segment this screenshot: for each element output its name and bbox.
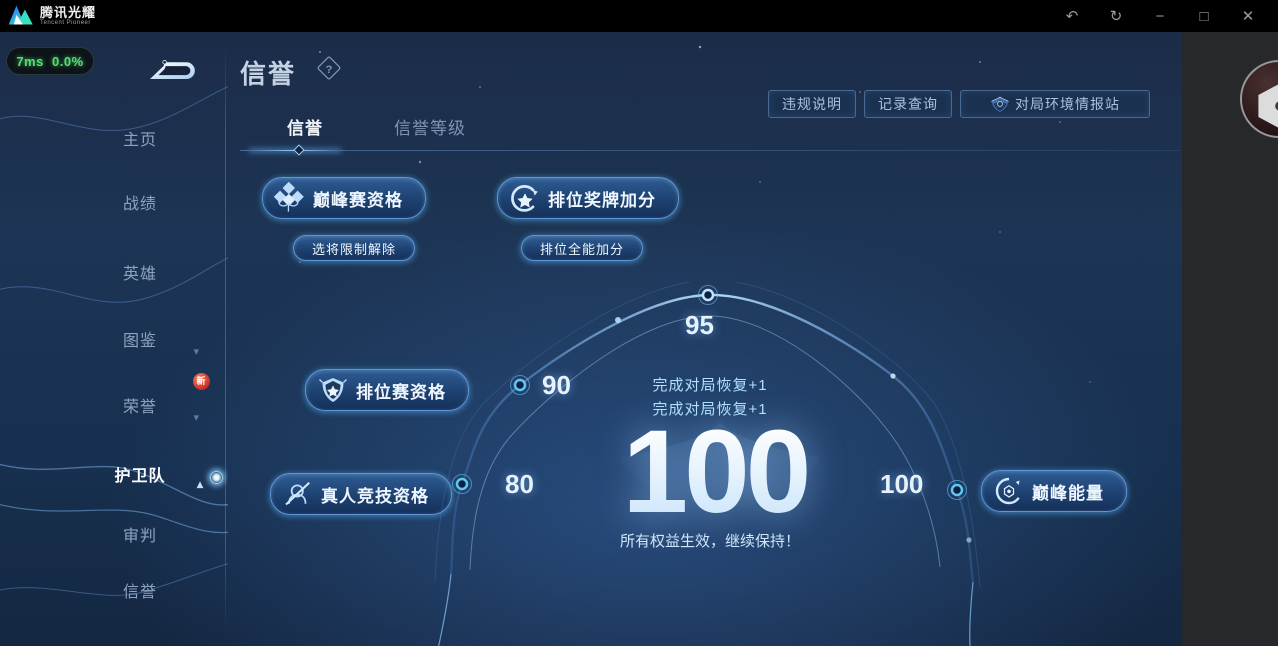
svg-text:?: ? — [326, 64, 333, 76]
